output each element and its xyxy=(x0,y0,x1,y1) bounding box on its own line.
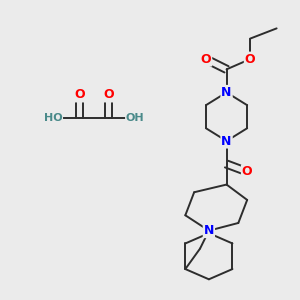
Text: O: O xyxy=(201,52,211,66)
Text: N: N xyxy=(221,134,232,148)
Text: HO: HO xyxy=(44,113,62,123)
Text: O: O xyxy=(242,165,253,178)
Text: O: O xyxy=(245,52,255,66)
Text: O: O xyxy=(103,88,114,101)
Text: O: O xyxy=(74,88,85,101)
Text: N: N xyxy=(221,86,232,99)
Text: OH: OH xyxy=(126,113,145,123)
Text: N: N xyxy=(204,224,214,237)
